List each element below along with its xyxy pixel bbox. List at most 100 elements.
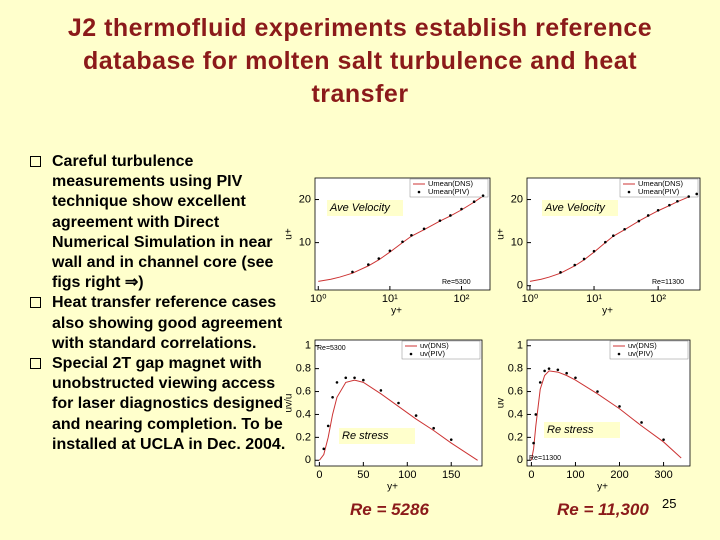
- y-tick-label: 0.8: [296, 363, 311, 375]
- label-bg: [327, 200, 403, 216]
- bullet: Careful turbulence measurements using PI…: [28, 152, 290, 293]
- legend-label: uv(DNS): [420, 341, 449, 350]
- bullet-list: Careful turbulence measurements using PI…: [28, 152, 290, 455]
- y-tick-label: 0: [517, 454, 523, 466]
- data-point: [414, 414, 418, 417]
- data-point: [422, 227, 426, 231]
- data-point: [687, 195, 691, 198]
- annotation: Re=5300: [317, 345, 346, 352]
- data-point: [534, 413, 538, 416]
- data-point: [538, 381, 542, 384]
- series-line: [530, 370, 682, 461]
- data-point: [397, 401, 400, 405]
- x-axis-label: y+: [597, 482, 608, 493]
- legend-label: Umean(PIV): [638, 187, 680, 196]
- x-tick-label: 10²: [454, 293, 470, 305]
- data-point: [612, 234, 615, 238]
- data-point: [322, 447, 326, 451]
- y-tick-label: 0: [517, 280, 523, 292]
- data-point: [401, 240, 404, 244]
- data-point: [449, 214, 452, 217]
- x-tick-label: 200: [610, 469, 628, 481]
- plot-area: [526, 339, 691, 467]
- y-axis-label: uv: [496, 398, 507, 409]
- data-point: [640, 421, 643, 424]
- x-tick-label: 0: [528, 469, 534, 481]
- y-tick-label: 0.6: [508, 385, 523, 397]
- legend-box: [409, 178, 489, 198]
- data-point: [543, 369, 546, 373]
- y-tick-label: 0.2: [508, 431, 523, 443]
- series-line: [318, 379, 478, 461]
- x-tick-label: 50: [357, 469, 369, 481]
- chart-label: Re stress: [342, 430, 389, 442]
- y-tick-label: 0.4: [508, 408, 523, 420]
- data-point: [623, 227, 626, 231]
- data-point: [367, 263, 370, 266]
- slide-title: J2 thermofluid experiments establish ref…: [67, 14, 653, 108]
- y-tick-label: 10: [511, 237, 523, 249]
- data-point: [353, 376, 356, 380]
- chart-label: Re stress: [547, 424, 594, 436]
- x-tick-label: 10¹: [382, 293, 398, 305]
- x-tick-label: 10²: [650, 293, 666, 305]
- data-point: [438, 219, 442, 222]
- data-point: [668, 203, 671, 207]
- label-bg: [339, 428, 415, 444]
- x-tick-label: 10¹: [586, 293, 602, 305]
- data-point: [379, 389, 383, 392]
- legend-box: [619, 178, 699, 198]
- y-tick-label: 20: [299, 193, 311, 205]
- data-point: [362, 378, 365, 382]
- data-point: [646, 214, 650, 217]
- data-point: [388, 249, 392, 253]
- data-point: [604, 240, 607, 244]
- data-point: [618, 405, 621, 408]
- annotation: Re=5300: [442, 279, 471, 286]
- x-tick-label: 0: [316, 469, 322, 481]
- footer-label: Re = 11,300: [557, 500, 649, 519]
- label-bg: [542, 200, 618, 216]
- legend-box: [609, 340, 689, 360]
- data-point: [596, 390, 599, 393]
- data-point: [326, 424, 330, 428]
- data-point: [547, 367, 551, 370]
- data-point: [481, 194, 485, 197]
- page-number: 25: [662, 496, 677, 511]
- data-point: [351, 270, 354, 274]
- bullet: Special 2T gap magnet with unobstructed …: [28, 354, 290, 455]
- data-point: [472, 200, 476, 203]
- y-tick-label: 10: [299, 237, 311, 249]
- legend-swatch: [409, 352, 413, 356]
- legend-label: uv(DNS): [628, 341, 657, 350]
- y-tick-label: 0.2: [296, 431, 311, 443]
- data-point: [432, 426, 435, 430]
- data-point: [565, 371, 568, 375]
- data-point: [662, 438, 665, 441]
- legend-label: Umean(DNS): [428, 179, 474, 188]
- x-tick-label: 100: [566, 469, 584, 481]
- legend-label: uv(PIV): [420, 349, 446, 358]
- y-tick-label: 0.4: [296, 408, 311, 420]
- x-tick-label: 150: [442, 469, 460, 481]
- x-tick-label: 10⁰: [310, 293, 327, 305]
- x-axis-label: y+: [391, 306, 402, 317]
- label-bg: [544, 422, 620, 438]
- legend-label: Umean(PIV): [428, 187, 470, 196]
- x-tick-label: 10⁰: [522, 293, 539, 305]
- data-point: [574, 376, 577, 380]
- y-tick-label: 0: [305, 454, 311, 466]
- data-point: [676, 199, 679, 203]
- y-axis-label: uv/u: [284, 394, 295, 413]
- data-point: [582, 257, 586, 261]
- annotation: Re=11300: [652, 279, 684, 286]
- legend-label: uv(PIV): [628, 349, 654, 358]
- data-point: [449, 438, 453, 441]
- data-point: [532, 441, 535, 445]
- data-point: [377, 257, 381, 260]
- legend-label: Umean(DNS): [638, 179, 684, 188]
- data-point: [637, 219, 641, 223]
- x-axis-label: y+: [602, 306, 613, 317]
